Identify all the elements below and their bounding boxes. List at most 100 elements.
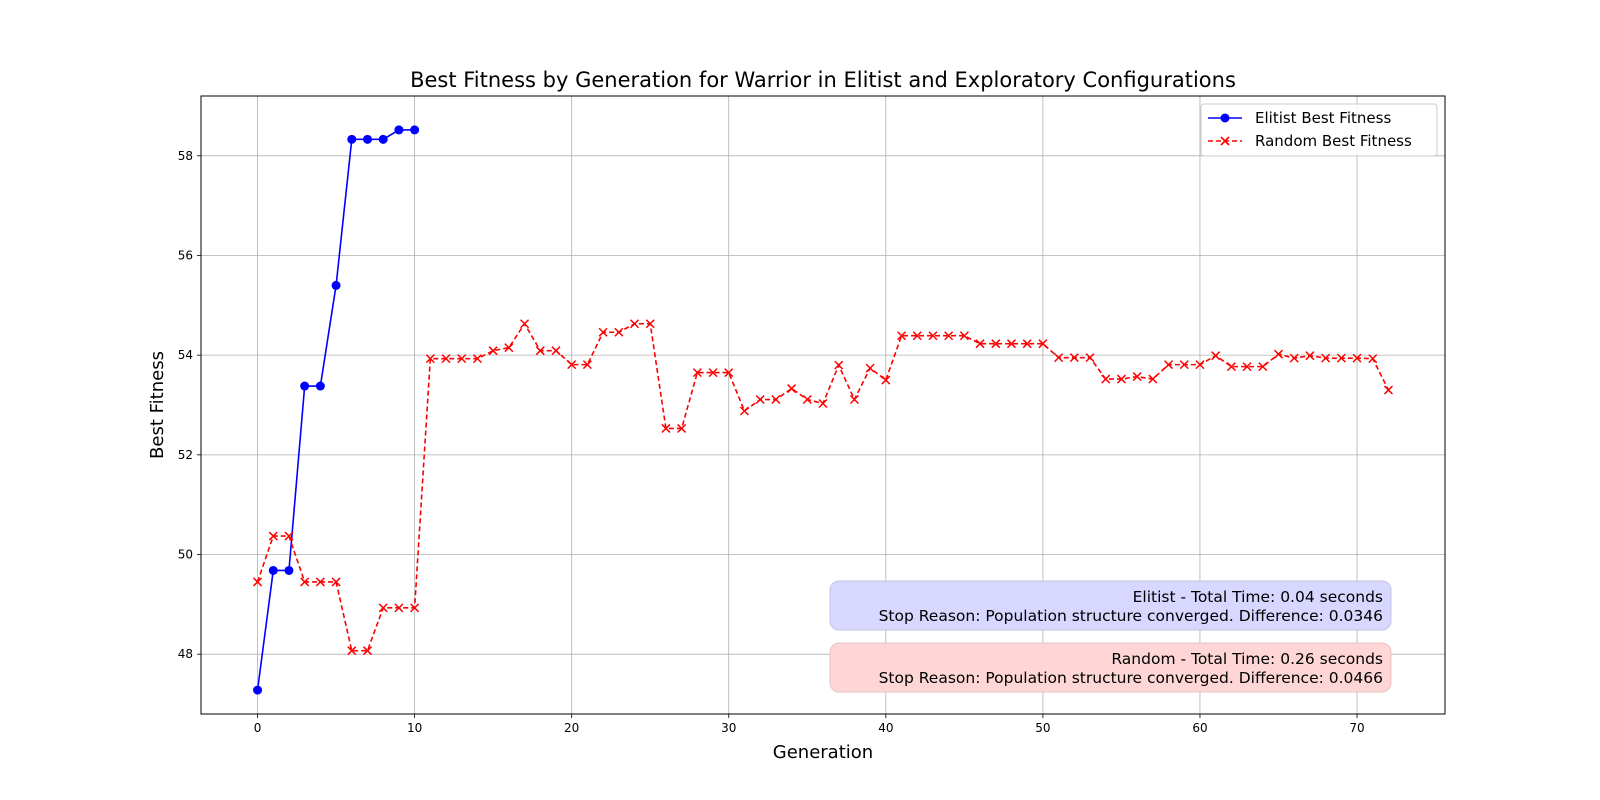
random-summary-line-1: Random - Total Time: 0.26 seconds [1111, 650, 1383, 668]
elitist-summary-box: Elitist - Total Time: 0.04 seconds Stop … [829, 580, 1392, 631]
random-summary-line-2: Stop Reason: Population structure conver… [879, 669, 1383, 687]
data-point [739, 406, 749, 416]
data-point [724, 368, 734, 378]
y-axis-title: Best Fitness [147, 351, 168, 459]
x-tick-label: 30 [721, 721, 736, 735]
series-layer [253, 125, 1393, 695]
x-axis-title: Generation [773, 742, 873, 763]
data-point [1116, 374, 1126, 384]
series-elitist-best-fitness [253, 125, 420, 695]
data-point [394, 125, 404, 135]
data-point [1195, 360, 1205, 370]
chart-title: Best Fitness by Generation for Warrior i… [410, 68, 1236, 92]
data-point [1085, 353, 1095, 363]
data-point [378, 603, 388, 613]
data-point [315, 381, 325, 391]
data-point [1321, 353, 1331, 363]
legend-label-elitist: Elitist Best Fitness [1255, 109, 1391, 127]
data-point [253, 685, 263, 695]
data-point [897, 331, 907, 341]
series-random-best-fitness [253, 319, 1393, 656]
data-point [410, 603, 420, 613]
legend: Elitist Best Fitness Random Best Fitness [1200, 103, 1438, 157]
data-point [284, 565, 294, 575]
data-point [1022, 339, 1032, 349]
data-point [331, 280, 341, 290]
legend-frame [1200, 103, 1438, 157]
data-point [1164, 360, 1174, 370]
data-point [645, 319, 655, 329]
elitist-summary-background [829, 580, 1392, 631]
data-point [708, 368, 718, 378]
data-point [520, 319, 530, 329]
data-point [331, 577, 341, 587]
data-point [394, 603, 404, 613]
data-point [661, 423, 671, 433]
data-point [1148, 374, 1158, 384]
data-point [1211, 351, 1221, 361]
data-point [1069, 353, 1079, 363]
plot-frame [200, 95, 1446, 715]
data-point [582, 360, 592, 370]
data-point [1242, 362, 1252, 372]
data-point [268, 565, 278, 575]
legend-marker-elitist [1220, 113, 1230, 123]
data-point [677, 423, 687, 433]
legend-marker-random [1220, 136, 1230, 146]
data-point [692, 368, 702, 378]
data-point [362, 646, 373, 656]
data-point [300, 381, 310, 391]
data-point [1305, 351, 1315, 361]
data-point [1006, 339, 1017, 349]
data-point [425, 354, 435, 364]
series-line-elitist-best-fitness [256, 129, 415, 691]
data-point [1383, 385, 1393, 395]
y-tick-label: 48 [178, 647, 193, 661]
data-point [488, 346, 498, 356]
data-point [1352, 353, 1362, 363]
data-point [629, 319, 640, 329]
data-point [504, 343, 514, 353]
data-point [865, 363, 875, 373]
x-tick-label: 60 [1192, 721, 1207, 735]
data-point [410, 125, 420, 135]
data-point [881, 375, 891, 385]
data-point [787, 384, 797, 394]
data-point [802, 394, 812, 405]
data-point [1179, 360, 1189, 370]
random-summary-box: Random - Total Time: 0.26 seconds Stop R… [829, 642, 1392, 693]
data-point [472, 354, 482, 364]
data-point [457, 354, 467, 364]
data-point [253, 577, 263, 587]
data-point [1132, 372, 1142, 382]
y-tick-label: 52 [178, 448, 193, 462]
data-point [849, 394, 859, 405]
data-point [1101, 374, 1111, 384]
data-point [1273, 349, 1284, 359]
data-point [834, 360, 844, 370]
random-summary-background [829, 642, 1392, 693]
data-point [551, 346, 561, 356]
y-axis-ticks: 48 50 52 54 56 58 [178, 149, 201, 661]
data-point [535, 346, 545, 356]
data-point [1368, 354, 1378, 364]
data-point [268, 531, 278, 541]
data-point [975, 339, 985, 349]
data-point [1336, 353, 1346, 363]
data-point [284, 531, 294, 541]
elitist-summary-line-2: Stop Reason: Population structure conver… [879, 607, 1383, 625]
data-point [598, 327, 608, 337]
data-point [1226, 362, 1236, 372]
data-point [1289, 353, 1299, 363]
data-point [991, 339, 1001, 349]
x-tick-label: 40 [878, 721, 893, 735]
data-point [567, 360, 577, 370]
x-axis-ticks: 0 10 20 30 40 50 60 70 [254, 714, 1365, 735]
x-tick-label: 50 [1035, 721, 1050, 735]
y-tick-label: 50 [178, 548, 193, 562]
y-tick-label: 54 [178, 348, 193, 362]
data-point [347, 646, 357, 656]
y-tick-label: 56 [178, 248, 193, 262]
data-point [378, 134, 388, 144]
